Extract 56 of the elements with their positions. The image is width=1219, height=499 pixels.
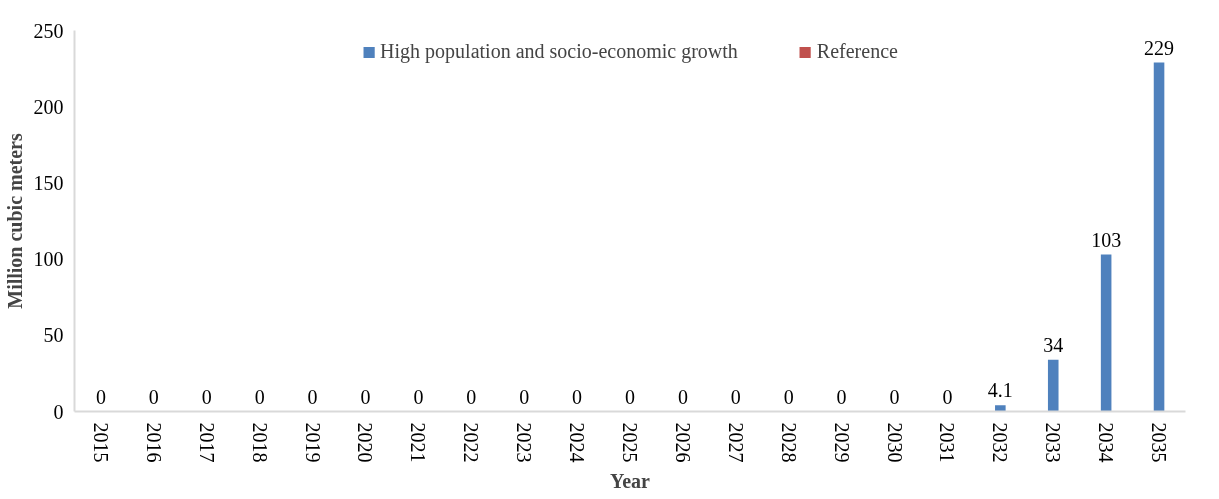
data-label: 0 [254, 385, 265, 408]
legend-label: Reference [816, 40, 898, 63]
data-label: 0 [783, 385, 794, 408]
x-tick-label: 2033 [1042, 422, 1065, 463]
x-tick-label: 2019 [301, 422, 324, 463]
y-tick-label: 200 [33, 95, 64, 118]
x-tick-label: 2028 [777, 422, 800, 463]
data-label: 0 [413, 385, 424, 408]
bar [1153, 62, 1165, 412]
y-tick-label: 50 [43, 324, 64, 347]
data-label: 0 [730, 385, 741, 408]
x-tick-label: 2015 [89, 422, 112, 463]
x-tick-label: 2026 [671, 422, 694, 463]
y-tick-label: 150 [33, 171, 64, 194]
x-tick-label: 2027 [724, 422, 747, 463]
x-tick-label: 2016 [142, 422, 165, 463]
x-tick-label: 2029 [830, 422, 853, 463]
bar [1047, 359, 1059, 412]
data-label: 0 [572, 385, 583, 408]
x-tick-label: 2030 [883, 422, 906, 463]
data-label: 0 [95, 385, 106, 408]
x-tick-label: 2022 [460, 422, 483, 463]
data-label: 103 [1091, 228, 1122, 251]
data-label: 229 [1144, 36, 1175, 59]
x-tick-label: 2031 [936, 422, 959, 463]
y-tick-label: 250 [33, 19, 64, 42]
x-tick-label: 2020 [354, 422, 377, 463]
x-tick-label: 2035 [1148, 422, 1171, 463]
x-tick-label: 2017 [195, 422, 218, 463]
y-tick-label: 100 [33, 248, 64, 271]
data-label: 0 [677, 385, 688, 408]
data-label: 4.1 [987, 379, 1013, 402]
x-tick-label: 2023 [513, 422, 536, 463]
data-label: 34 [1043, 333, 1064, 356]
x-tick-label: 2024 [566, 422, 589, 463]
x-tick-label: 2021 [407, 422, 430, 463]
x-tick-label: 2018 [248, 422, 271, 463]
bar [1100, 254, 1112, 412]
bar [995, 405, 1006, 412]
data-label: 0 [148, 385, 159, 408]
legend-label: High population and socio-economic growth [380, 40, 738, 63]
data-label: 0 [360, 385, 371, 408]
x-axis-title: Year [610, 470, 651, 493]
data-label: 0 [307, 385, 318, 408]
data-label: 0 [836, 385, 847, 408]
data-label: 0 [519, 385, 530, 408]
x-tick-label: 2032 [989, 422, 1012, 463]
data-label: 0 [625, 385, 635, 408]
y-tick-label: 0 [53, 400, 64, 423]
y-axis-title: Million cubic meters [3, 133, 26, 309]
x-tick-label: 2025 [619, 422, 641, 463]
data-label: 0 [942, 385, 953, 408]
x-tick-label: 2034 [1095, 422, 1118, 463]
data-label: 0 [201, 385, 212, 408]
data-label: 0 [889, 385, 900, 408]
data-label: 0 [466, 385, 477, 408]
